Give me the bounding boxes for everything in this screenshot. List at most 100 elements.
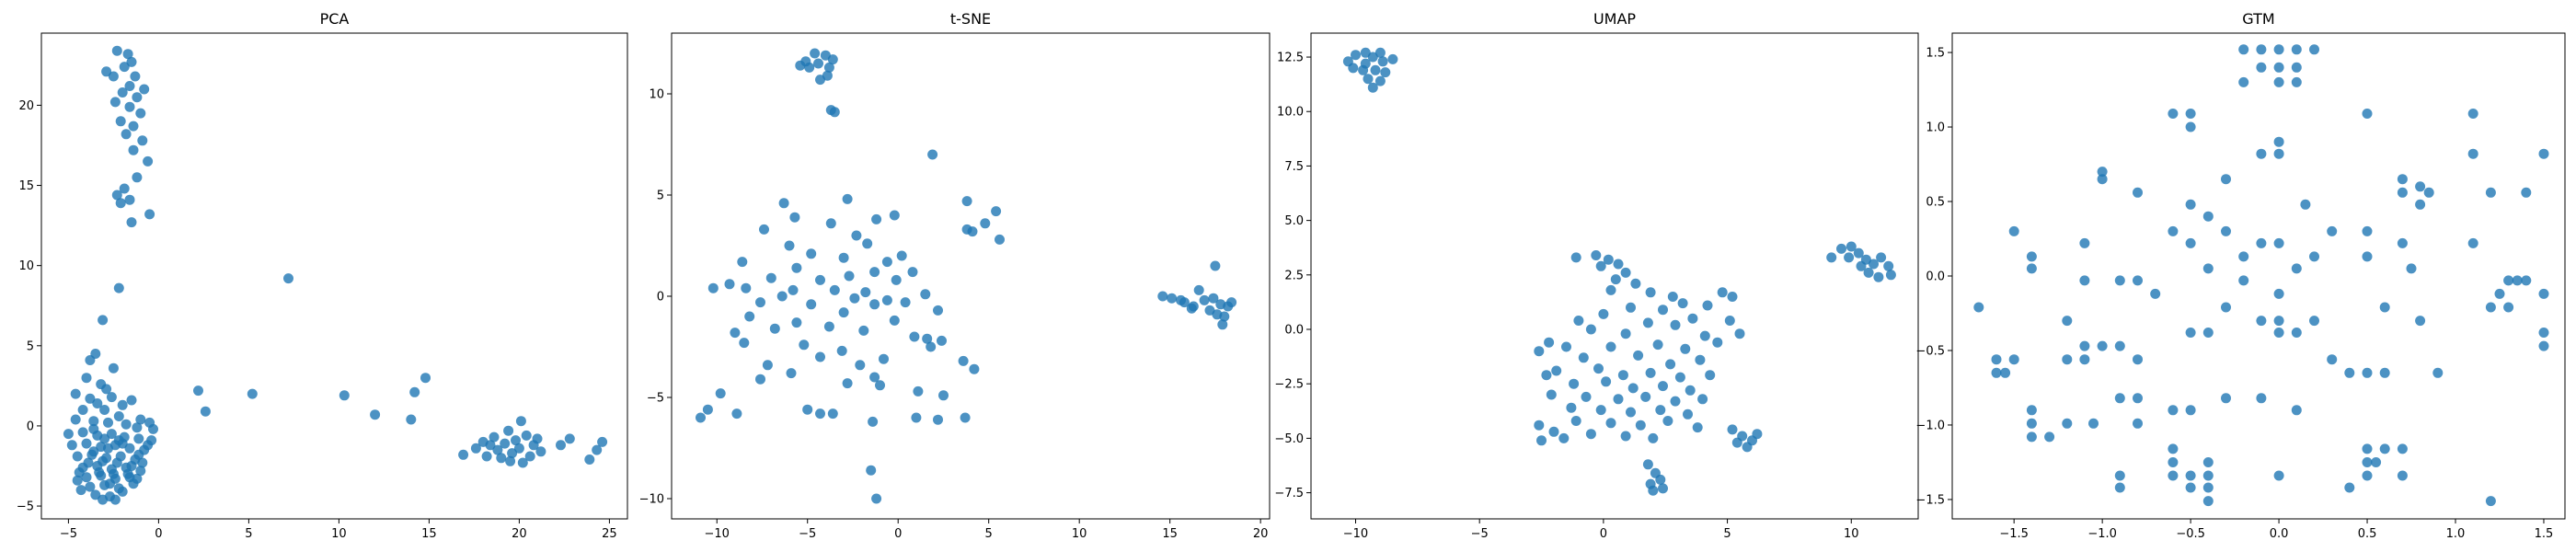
gtm-y-tick-label: −0.5 xyxy=(1915,344,1945,358)
tsne-x-tick-label: 15 xyxy=(1162,527,1178,541)
tsne-point xyxy=(1210,260,1221,271)
tsne-point xyxy=(967,226,978,237)
umap-point xyxy=(1687,313,1698,324)
pca-y-tick-label: 5 xyxy=(27,339,34,353)
gtm-point xyxy=(2114,340,2125,351)
umap-point xyxy=(1856,260,1867,271)
pca-y-tick-label: 15 xyxy=(18,179,34,193)
pca-point xyxy=(496,453,507,464)
tsne-point xyxy=(920,289,931,300)
umap-point xyxy=(1591,250,1602,260)
tsne-point xyxy=(862,238,873,249)
pca-y-tick-label: −5 xyxy=(17,500,34,514)
tsne-point xyxy=(969,363,980,374)
pca-point xyxy=(113,282,124,293)
tsne-point xyxy=(786,368,797,379)
pca-x-tick-label: 20 xyxy=(512,527,527,541)
tsne-point xyxy=(762,360,773,371)
umap-point xyxy=(1595,405,1606,416)
pca-point xyxy=(532,433,543,444)
gtm-point xyxy=(2133,418,2143,429)
gtm-point xyxy=(2485,302,2496,313)
gtm-point xyxy=(2256,316,2267,327)
tsne-point xyxy=(838,307,849,318)
tsne-point xyxy=(815,75,825,86)
gtm-point xyxy=(2133,354,2143,365)
gtm-point xyxy=(2538,328,2549,338)
gtm-point xyxy=(2114,275,2125,286)
umap-point xyxy=(1648,432,1659,443)
umap-point xyxy=(1558,432,1570,443)
tsne-point xyxy=(791,262,802,273)
gtm-point xyxy=(2273,288,2284,299)
tsne-points xyxy=(696,48,1237,504)
pca-point xyxy=(597,436,608,447)
tsne-point xyxy=(759,224,769,235)
tsne-point xyxy=(737,257,748,268)
tsne-point xyxy=(765,272,776,283)
gtm-point xyxy=(2238,251,2249,262)
gtm-point xyxy=(2079,275,2090,286)
gtm-point xyxy=(2379,302,2390,313)
gtm-y-tick-label: 1.0 xyxy=(1926,121,1945,135)
gtm-point xyxy=(2238,76,2249,87)
pca-point xyxy=(119,183,130,194)
pca-y-tick-label: 10 xyxy=(18,259,34,273)
gtm-point xyxy=(2521,187,2532,198)
gtm-point xyxy=(2256,62,2267,73)
gtm-point xyxy=(2379,367,2390,378)
tsne-point xyxy=(891,274,902,285)
gtm-point xyxy=(2397,470,2408,481)
umap-point xyxy=(1642,459,1653,470)
pca-point xyxy=(88,416,99,427)
umap-point xyxy=(1836,243,1846,254)
gtm-point xyxy=(2202,263,2214,274)
umap-point xyxy=(1873,271,1884,282)
gtm-point xyxy=(2202,211,2214,222)
pca-point xyxy=(115,116,126,127)
tsne-title: t-SNE xyxy=(950,10,991,28)
pca-point xyxy=(105,478,115,489)
pca-point xyxy=(200,406,211,417)
gtm-point xyxy=(2309,44,2319,55)
gtm-point xyxy=(2291,263,2302,274)
gtm-point xyxy=(2371,457,2382,467)
pca-point xyxy=(90,489,101,500)
gtm-point xyxy=(2423,187,2434,198)
gtm-point xyxy=(1973,302,1984,313)
pca-point xyxy=(133,433,144,444)
gtm-point xyxy=(2202,457,2214,467)
tsne-point xyxy=(909,331,920,342)
umap-title: UMAP xyxy=(1593,10,1636,28)
pca-point xyxy=(481,451,492,462)
tsne-point xyxy=(881,294,892,305)
umap-point xyxy=(1662,416,1673,426)
pca-panel: PCA −5 0 5 10 15 20 25 −5 0 5 10 15 20 xyxy=(17,10,628,541)
gtm-point xyxy=(2538,148,2549,159)
gtm-point xyxy=(2256,393,2267,404)
pca-point xyxy=(406,414,417,425)
gtm-point xyxy=(2026,418,2037,429)
umap-y-tick-label: 12.5 xyxy=(1277,52,1304,65)
tsne-point xyxy=(1208,293,1219,304)
pca-point xyxy=(75,485,86,496)
pca-point xyxy=(513,443,524,454)
tsne-point xyxy=(795,60,806,71)
tsne-point xyxy=(995,234,1005,245)
umap-point xyxy=(1885,270,1896,281)
pca-point xyxy=(489,431,500,443)
umap-point xyxy=(1620,328,1631,339)
pca-point xyxy=(283,273,293,284)
umap-point xyxy=(1658,305,1668,316)
pca-point xyxy=(500,438,511,449)
tsne-point xyxy=(849,293,860,304)
umap-point xyxy=(1541,370,1552,381)
gtm-point xyxy=(2291,76,2302,87)
pca-point xyxy=(535,446,546,457)
umap-point xyxy=(1876,252,1887,263)
pca-point xyxy=(505,455,516,466)
umap-point xyxy=(1869,259,1879,270)
gtm-y-tick-label: −1.0 xyxy=(1915,419,1945,432)
umap-point xyxy=(1603,254,1614,265)
umap-point xyxy=(1578,352,1589,363)
